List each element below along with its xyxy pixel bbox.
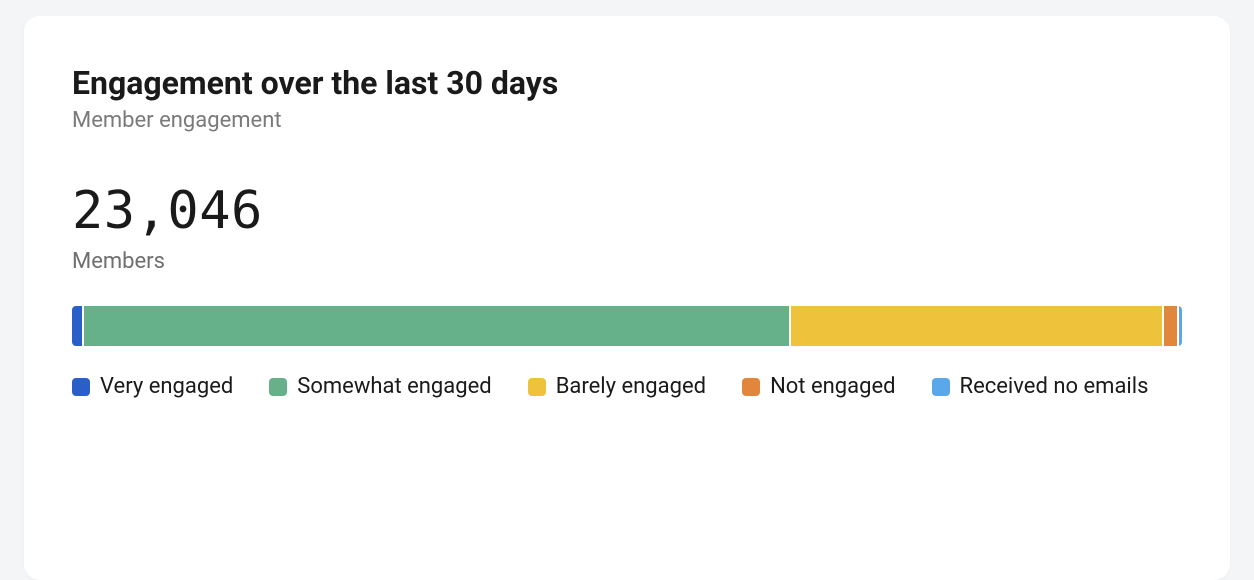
legend-swatch-icon <box>72 378 90 396</box>
engagement-bar-chart <box>72 306 1182 346</box>
engagement-card: Engagement over the last 30 days Member … <box>24 16 1230 580</box>
card-title: Engagement over the last 30 days <box>72 64 1182 102</box>
metric-value: 23,046 <box>72 181 1182 241</box>
legend-item-somewhat_engaged[interactable]: Somewhat engaged <box>269 374 491 399</box>
legend-swatch-icon <box>932 378 950 396</box>
legend-item-no_emails[interactable]: Received no emails <box>932 374 1149 399</box>
bar-segment-no_emails[interactable] <box>1179 306 1182 346</box>
bar-segment-barely_engaged[interactable] <box>791 306 1162 346</box>
legend-label: Very engaged <box>100 374 233 399</box>
legend-item-not_engaged[interactable]: Not engaged <box>742 374 895 399</box>
legend-swatch-icon <box>528 378 546 396</box>
legend-swatch-icon <box>269 378 287 396</box>
legend-label: Barely engaged <box>556 374 706 399</box>
card-subtitle: Member engagement <box>72 108 1182 133</box>
legend-label: Somewhat engaged <box>297 374 491 399</box>
legend-item-barely_engaged[interactable]: Barely engaged <box>528 374 706 399</box>
metric-label: Members <box>72 249 1182 274</box>
chart-legend: Very engaged Somewhat engaged Barely engag… <box>72 374 1182 399</box>
legend-label: Not engaged <box>770 374 895 399</box>
legend-swatch-icon <box>742 378 760 396</box>
bar-segment-not_engaged[interactable] <box>1164 306 1177 346</box>
bar-segment-somewhat_engaged[interactable] <box>84 306 789 346</box>
bar-segment-very_engaged[interactable] <box>72 306 82 346</box>
legend-item-very_engaged[interactable]: Very engaged <box>72 374 233 399</box>
legend-label: Received no emails <box>960 374 1149 399</box>
